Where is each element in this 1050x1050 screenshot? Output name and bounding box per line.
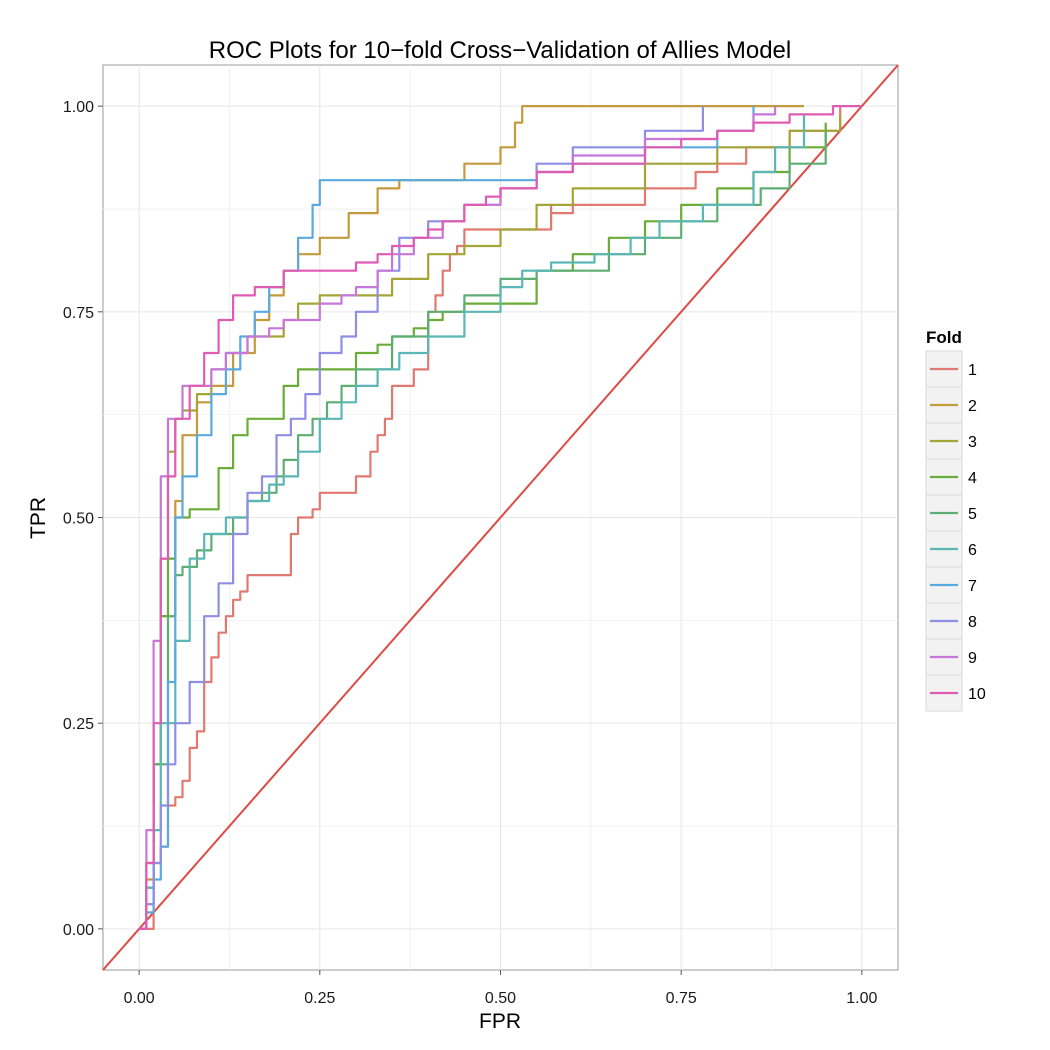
x-axis-title: FPR <box>479 1010 521 1033</box>
legend-label-9: 9 <box>968 650 977 667</box>
x-tick-label: 1.00 <box>846 990 877 1007</box>
legend-label-10: 10 <box>968 686 986 703</box>
series-layer <box>139 105 862 930</box>
legend-label-2: 2 <box>968 398 977 415</box>
legend-label-3: 3 <box>968 434 977 451</box>
series-line-fold-10 <box>139 105 862 930</box>
legend: Fold 1 2 3 4 5 6 7 8 9 10 <box>925 328 986 712</box>
y-tick-label: 0.50 <box>63 511 94 528</box>
y-tick-label: 0.75 <box>63 305 94 322</box>
grid <box>103 65 898 970</box>
x-tick-label: 0.00 <box>124 990 155 1007</box>
x-tick-label: 0.25 <box>304 990 335 1007</box>
reference-diagonal-layer <box>102 64 899 971</box>
y-tick-label: 0.00 <box>63 922 94 939</box>
reference-diagonal-line <box>102 64 899 971</box>
series-line-fold-6 <box>139 114 806 930</box>
x-tick-label: 0.50 <box>485 990 516 1007</box>
legend-label-1: 1 <box>968 362 977 379</box>
series-line-fold-1 <box>139 106 842 930</box>
legend-label-4: 4 <box>968 470 977 487</box>
y-tick-label: 1.00 <box>63 99 94 116</box>
legend-label-5: 5 <box>968 506 977 523</box>
legend-title: Fold <box>926 328 962 347</box>
legend-label-6: 6 <box>968 542 977 559</box>
axes: 0.00 0.25 0.50 0.75 1.00 0.00 0.25 0.50 0.75 1.00 <box>63 99 878 1007</box>
legend-label-7: 7 <box>968 578 977 595</box>
x-tick-label: 0.75 <box>666 990 697 1007</box>
y-tick-label: 0.25 <box>63 716 94 733</box>
legend-label-8: 8 <box>968 614 977 631</box>
chart-title: ROC Plots for 10−fold Cross−Validation o… <box>209 37 792 64</box>
y-axis-title: TPR <box>27 497 50 539</box>
